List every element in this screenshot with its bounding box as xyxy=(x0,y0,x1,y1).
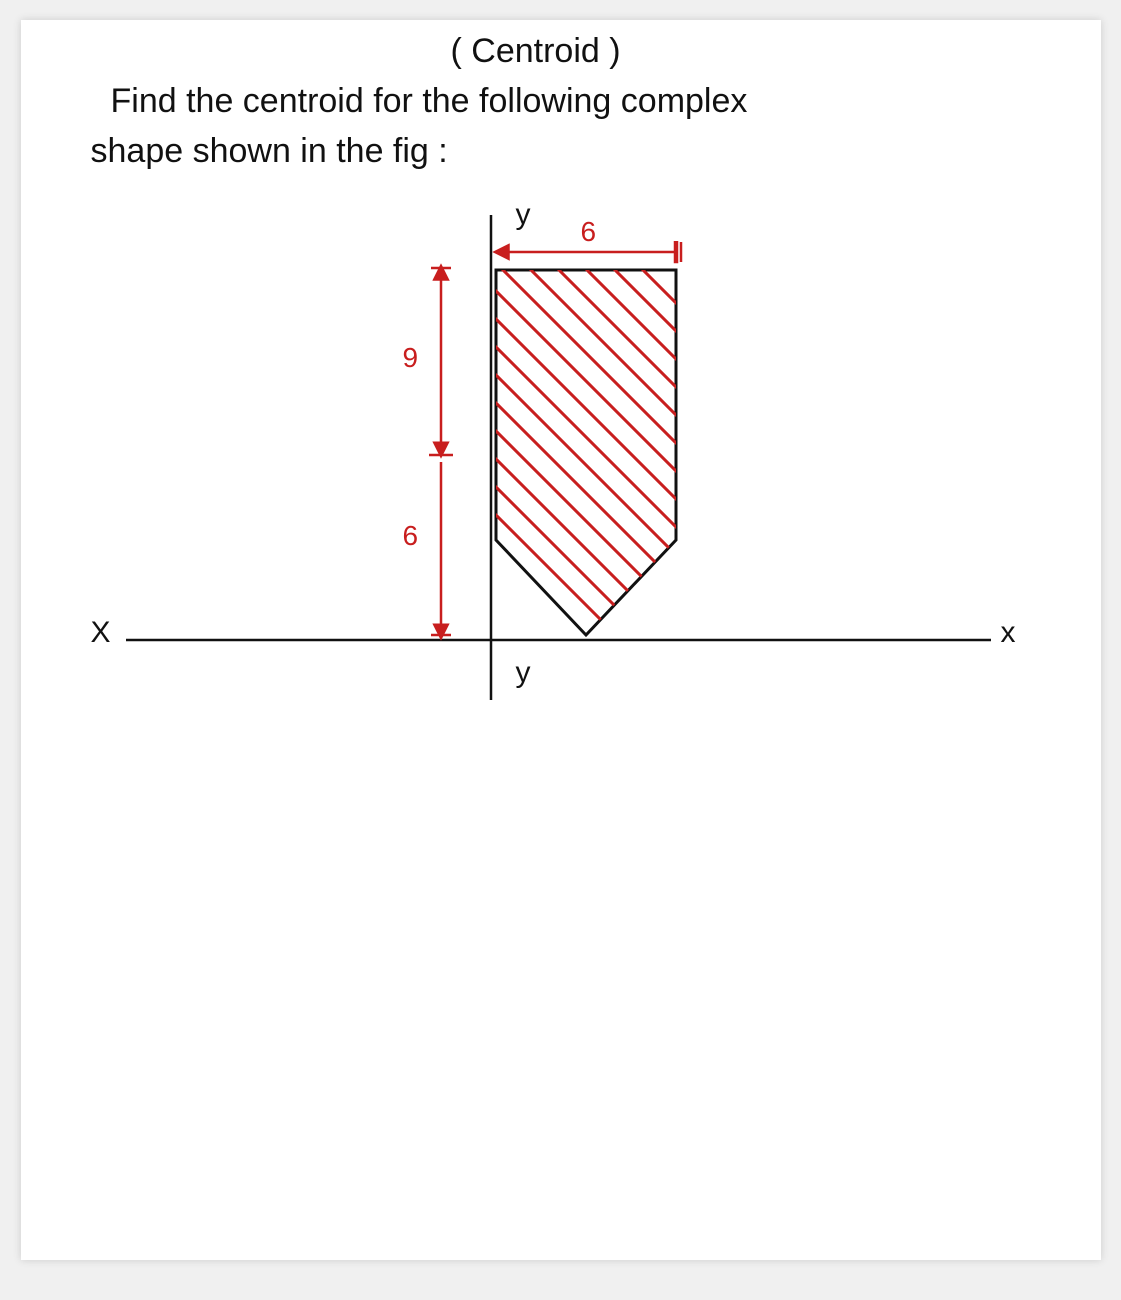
top-y-label: y xyxy=(516,198,531,232)
right-x-label: x xyxy=(1001,616,1016,650)
upper-side-dim-value: 9 xyxy=(403,342,419,374)
upper-side-dimension xyxy=(429,268,453,455)
page: ( Centroid ) Find the centroid for the f… xyxy=(21,20,1101,1260)
lower-side-dimension xyxy=(431,462,451,635)
bottom-y-label: y xyxy=(516,656,531,690)
left-x-label: X xyxy=(91,616,111,650)
top-dim-value: 6 xyxy=(581,216,597,248)
diagram-svg xyxy=(21,20,1101,1260)
lower-side-dim-value: 6 xyxy=(403,520,419,552)
